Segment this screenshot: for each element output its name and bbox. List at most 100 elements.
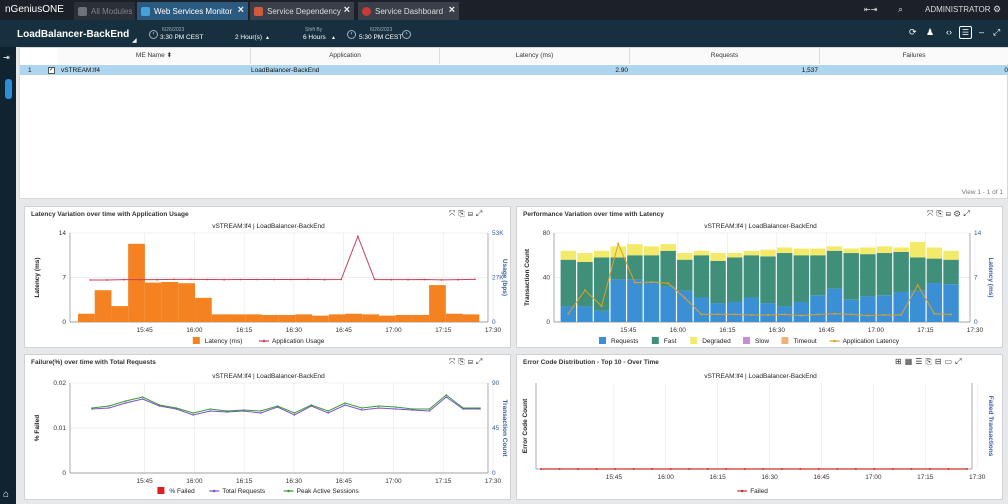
code-icon[interactable]: ‹› xyxy=(946,27,952,37)
usage-point xyxy=(239,278,242,281)
prev-time-icon[interactable]: ‹ xyxy=(347,30,356,39)
x-tick-label: 17:15 xyxy=(917,474,934,481)
chevron-down-icon[interactable]: ◢ xyxy=(132,38,137,44)
close-icon[interactable]: × xyxy=(343,4,350,16)
latency-point xyxy=(950,313,953,316)
stack-segment-fast xyxy=(627,255,643,280)
grid-icon[interactable]: ▦ xyxy=(904,357,916,366)
tab-all-modules[interactable]: All Modules xyxy=(74,2,135,20)
column-header-latency[interactable]: Latency (ms) xyxy=(440,48,630,64)
minimize-icon[interactable]: – xyxy=(979,27,985,37)
series-point xyxy=(124,402,127,404)
y2-tick-label: 0 xyxy=(492,319,496,326)
search-icon[interactable]: ⌕ xyxy=(898,4,904,14)
stack-segment-degraded xyxy=(910,241,926,258)
table-view-icon[interactable]: ⊟ xyxy=(934,357,945,366)
expand-icon[interactable]: ⤢ xyxy=(475,357,486,366)
panel-subtitle: vSTREAM:lf4 | LoadBalancer-BackEnd xyxy=(704,223,817,230)
legend-label: Requests xyxy=(611,338,639,345)
chart-icon[interactable]: ⊞ xyxy=(895,357,905,366)
end-time[interactable]: 5:30 PM CEST xyxy=(359,34,403,41)
expand-icon[interactable]: ⤢ xyxy=(993,27,1001,37)
stack-segment-fast xyxy=(860,254,876,297)
stack-segment-fast xyxy=(893,251,909,292)
page-title[interactable]: LoadBalancer-BackEnd xyxy=(17,29,130,40)
start-time[interactable]: 3:30 PM CEST xyxy=(160,34,204,41)
table-view-icon[interactable]: ⊟ xyxy=(945,209,954,218)
window-icon[interactable]: ▭ xyxy=(944,357,956,366)
stack-segment-requests xyxy=(876,295,893,322)
shift-select[interactable]: 6 Hours xyxy=(303,34,326,41)
expand-icon[interactable]: ⤢ xyxy=(475,209,486,218)
column-header-requests[interactable]: Requests xyxy=(630,48,820,64)
user-menu[interactable]: ADMINISTRATOR xyxy=(925,5,991,14)
x-tick-label: 17:00 xyxy=(868,327,885,334)
dashboard-icon xyxy=(362,6,371,16)
latency-bar xyxy=(412,315,430,322)
stack-segment-degraded xyxy=(926,247,943,259)
user-settings-icon[interactable]: ♟ xyxy=(926,27,935,37)
y-tick-label: 0 xyxy=(62,319,66,326)
y-axis-label: % Failed xyxy=(34,415,41,441)
table-row[interactable] xyxy=(20,65,1008,75)
expand-icon[interactable]: ⤢ xyxy=(963,209,973,218)
tab-service-dashboard[interactable]: Service Dashboard × xyxy=(358,2,459,20)
panel-toolbar: ⤧⎘⊟⚙⤢ xyxy=(927,209,973,219)
export-icon[interactable]: ⎘ xyxy=(458,357,468,366)
y2-tick-label: 27K xyxy=(492,275,504,282)
expand-panel-icon[interactable]: ⇥ xyxy=(3,53,10,62)
series-point xyxy=(428,408,431,410)
fullscreen-icon[interactable]: ⤧ xyxy=(927,209,937,218)
column-header-me-name[interactable]: ME Name ⬍ xyxy=(58,48,251,64)
y-tick-label: 80 xyxy=(543,230,551,237)
series-point xyxy=(394,406,397,408)
failed-point xyxy=(669,468,672,470)
expand-icon[interactable]: ⤢ xyxy=(955,357,965,366)
collapse-icon[interactable]: ⇤⇥ xyxy=(864,5,878,14)
close-icon[interactable]: × xyxy=(237,4,244,16)
x-tick-label: 17:00 xyxy=(865,474,882,481)
column-header-failures[interactable]: Failures xyxy=(820,48,1008,64)
column-header-application[interactable]: Application xyxy=(251,48,440,64)
prev-time-icon[interactable]: ‹ xyxy=(149,30,158,39)
refresh-icon[interactable]: ⟳ xyxy=(909,27,917,37)
fullscreen-icon[interactable]: ⤧ xyxy=(449,357,459,366)
stack-segment-fast xyxy=(560,259,577,307)
next-time-icon[interactable]: › xyxy=(402,30,411,39)
tab-service-dependency[interactable]: Service Dependency × xyxy=(250,2,354,20)
export-icon[interactable]: ⎘ xyxy=(925,357,935,366)
gear-icon[interactable]: ⚙ xyxy=(953,209,964,218)
export-icon[interactable]: ⎘ xyxy=(458,209,468,218)
failed-point xyxy=(688,468,691,470)
stack-segment-requests xyxy=(860,296,876,322)
tab-web-services-monitor[interactable]: Web Services Monitor × xyxy=(137,2,248,20)
home-icon[interactable]: ⌂ xyxy=(3,489,10,500)
duration-select[interactable]: 2 Hour(s) xyxy=(235,34,263,41)
x-tick-label: 17:30 xyxy=(485,327,502,334)
cell-me-name[interactable]: vSTREAM:lf4 xyxy=(61,67,101,74)
stack-segment-degraded xyxy=(560,250,577,260)
scroll-handle[interactable] xyxy=(5,79,12,99)
stack-segment-requests xyxy=(810,295,826,322)
series-point xyxy=(344,402,346,404)
export-icon[interactable]: ⎘ xyxy=(936,209,946,218)
row-checkbox[interactable]: ✓ xyxy=(48,67,55,74)
table-view-icon[interactable]: ⊟ xyxy=(467,209,476,218)
x-tick-label: 16:15 xyxy=(719,327,736,334)
close-icon[interactable]: × xyxy=(448,4,455,16)
fullscreen-icon[interactable]: ⤧ xyxy=(449,209,459,218)
legend-label: Latency (ms) xyxy=(205,338,243,345)
table-view-icon[interactable]: ⊟ xyxy=(467,357,476,366)
panel-subtitle: vSTREAM:lf4 | LoadBalancer-BackEnd xyxy=(212,373,325,380)
latency-bar xyxy=(111,306,129,322)
failed-point xyxy=(910,468,913,470)
stack-segment-fast xyxy=(643,255,660,282)
legend-label: % Failed xyxy=(169,488,195,495)
performance-chart: 15:45 16:00 16:15 16:30 16:45 17:00 17:15 17:30… xyxy=(524,230,994,345)
menu-icon[interactable]: ☰ xyxy=(959,26,972,39)
gear-icon[interactable]: ⚙ xyxy=(993,4,1002,14)
cell-application[interactable]: LoadBalancer-BackEnd xyxy=(251,67,320,74)
stack-segment-fast xyxy=(760,256,776,304)
list-icon[interactable]: ☰ xyxy=(915,357,926,366)
end-date: 6/26/2023 xyxy=(370,27,393,33)
